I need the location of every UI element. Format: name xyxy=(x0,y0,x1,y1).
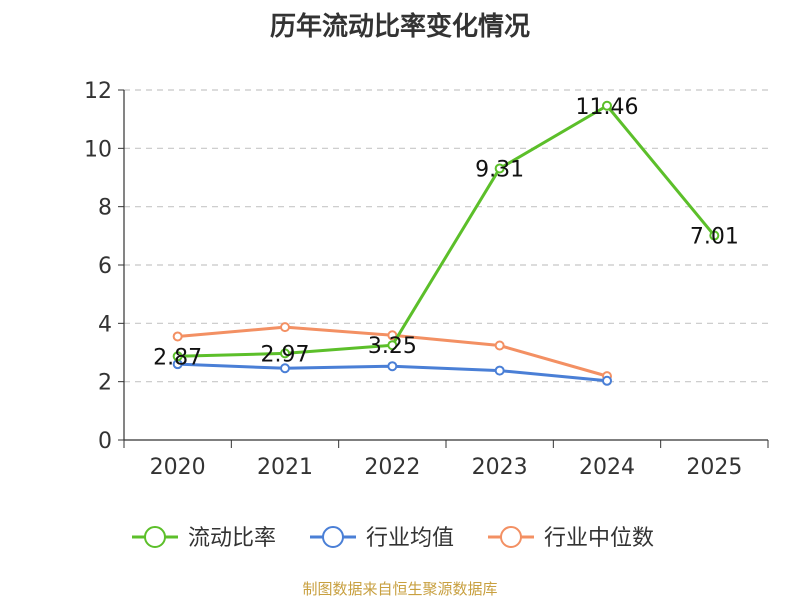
y-tick-label: 12 xyxy=(84,79,112,104)
data-point-series-2 xyxy=(280,322,290,333)
legend-marker xyxy=(322,526,344,548)
y-tick-label: 2 xyxy=(98,371,112,396)
data-point-series-0 xyxy=(172,351,183,362)
legend-label: 行业中位数 xyxy=(544,526,654,551)
x-tick-label: 2022 xyxy=(364,455,420,480)
data-label: 2.97 xyxy=(261,342,310,367)
chart-title: 历年流动比率变化情况 xyxy=(269,12,530,42)
y-tick-label: 0 xyxy=(98,429,112,454)
data-point-series-0 xyxy=(280,348,290,359)
data-point-series-1 xyxy=(602,375,612,386)
data-point-series-2 xyxy=(387,330,398,341)
data-point-series-0 xyxy=(709,230,720,241)
data-point-series-1 xyxy=(280,363,290,374)
y-tick-label: 8 xyxy=(98,196,112,221)
x-tick-label: 2020 xyxy=(150,455,206,480)
x-tick-label: 2021 xyxy=(257,455,313,480)
data-point-series-0 xyxy=(494,163,505,174)
data-point-series-0 xyxy=(602,100,612,111)
data-point-series-1 xyxy=(387,361,398,372)
legend-label: 行业均值 xyxy=(366,526,454,551)
x-tick-label: 2023 xyxy=(472,455,528,480)
series-line-0 xyxy=(177,104,716,358)
data-label: 3.25 xyxy=(368,334,417,359)
legend-marker xyxy=(500,526,522,548)
data-label: 2.87 xyxy=(153,345,202,370)
legend-marker xyxy=(144,526,166,548)
y-tick-label: 4 xyxy=(98,312,112,337)
data-point-series-0 xyxy=(387,340,398,351)
x-tick-label: 2024 xyxy=(579,455,635,480)
data-point-series-2 xyxy=(172,331,183,342)
data-label: 9.31 xyxy=(475,157,524,182)
y-tick-label: 10 xyxy=(84,137,112,162)
data-point-series-2 xyxy=(494,340,505,351)
x-tick-label: 2025 xyxy=(686,455,742,480)
data-label: 11.46 xyxy=(576,95,639,120)
data-point-series-1 xyxy=(494,365,505,376)
data-label: 7.01 xyxy=(690,225,739,250)
y-tick-label: 6 xyxy=(98,254,112,279)
legend-label: 流动比率 xyxy=(188,526,276,551)
source-note: 制图数据来自恒生聚源数据库 xyxy=(302,580,498,598)
